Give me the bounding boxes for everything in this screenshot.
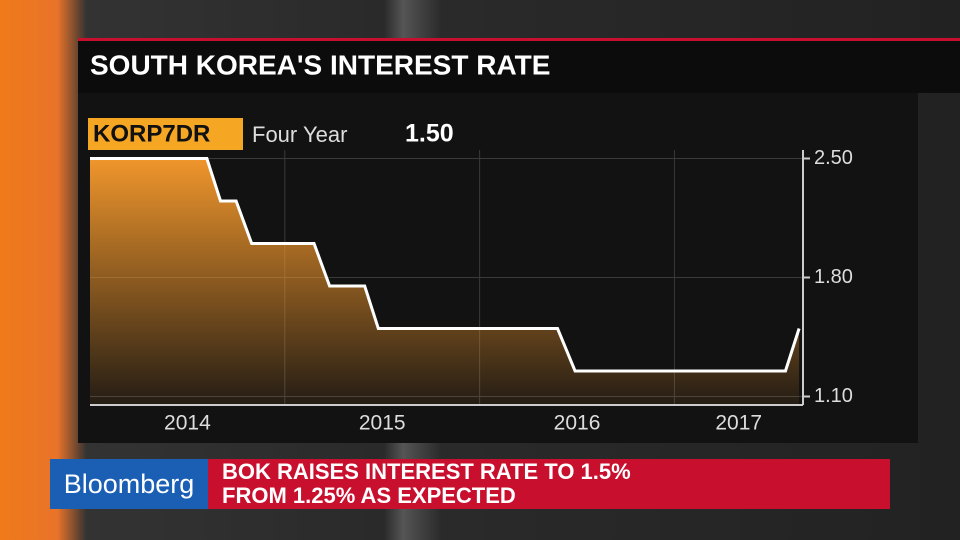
brand-box (50, 459, 208, 509)
x-tick-label: 2014 (164, 412, 211, 435)
ticker: KORP7DR (93, 120, 210, 147)
plot: 2.50 1.80 1.10 2014 2015 2016 2017 (90, 147, 853, 435)
line (90, 157, 801, 373)
ticker-box (88, 118, 243, 150)
chart-title: SOUTH KOREA'S INTEREST RATE (90, 49, 550, 80)
title-rule (78, 38, 960, 41)
x-tick-label: 2017 (715, 412, 762, 435)
headline-line: FROM 1.25% AS EXPECTED (222, 483, 516, 508)
y-tick-label: 2.50 (814, 147, 853, 169)
y-tick-label: 1.10 (814, 385, 853, 407)
x-tick-label: 2015 (359, 412, 406, 435)
x-tick-label: 2016 (554, 412, 601, 435)
headline-line: BOK RAISES INTEREST RATE TO 1.5% (222, 459, 631, 484)
area (90, 158, 800, 405)
y-tick-label: 1.80 (814, 266, 853, 288)
ticker-desc: Four Year (252, 122, 347, 147)
headline-box (208, 459, 890, 509)
brand: Bloomberg (64, 469, 195, 499)
title-bar (78, 41, 960, 93)
last-value: 1.50 (405, 120, 454, 148)
